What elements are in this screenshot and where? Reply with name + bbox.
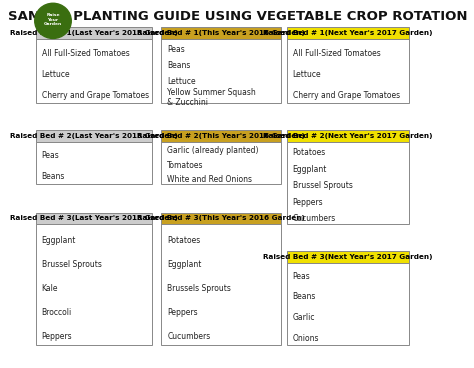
Text: Raised Bed # 3(This Year's 2016 Garden): Raised Bed # 3(This Year's 2016 Garden) <box>137 215 305 222</box>
Text: Raised Bed # 2(This Year's 2016 Garden): Raised Bed # 2(This Year's 2016 Garden) <box>137 133 305 139</box>
Text: Raised Bed # 2(Last Year's 2015 Garden): Raised Bed # 2(Last Year's 2015 Garden) <box>10 133 178 139</box>
FancyBboxPatch shape <box>162 28 281 39</box>
Text: Garlic (already planted): Garlic (already planted) <box>167 146 259 155</box>
Text: Peas: Peas <box>42 151 59 160</box>
Circle shape <box>35 3 71 38</box>
FancyBboxPatch shape <box>162 213 281 224</box>
FancyBboxPatch shape <box>287 142 409 224</box>
Text: Beans: Beans <box>292 292 316 301</box>
FancyBboxPatch shape <box>36 224 152 345</box>
Text: Raised Bed # 3(Next Year's 2017 Garden): Raised Bed # 3(Next Year's 2017 Garden) <box>263 254 433 260</box>
Text: Peppers: Peppers <box>167 308 198 317</box>
Text: Potatoes: Potatoes <box>167 236 201 245</box>
Text: Broccoli: Broccoli <box>42 308 72 317</box>
Text: Cherry and Grape Tomatoes: Cherry and Grape Tomatoes <box>292 91 400 100</box>
Text: Brussel Sprouts: Brussel Sprouts <box>42 260 101 269</box>
Text: All Full-Sized Tomatoes: All Full-Sized Tomatoes <box>42 49 129 57</box>
FancyBboxPatch shape <box>287 130 409 142</box>
Text: Eggplant: Eggplant <box>292 164 327 174</box>
FancyBboxPatch shape <box>162 224 281 345</box>
Text: Potatoes: Potatoes <box>292 148 326 157</box>
Text: Garlic: Garlic <box>292 313 315 322</box>
FancyBboxPatch shape <box>287 28 409 39</box>
FancyBboxPatch shape <box>36 28 152 39</box>
Text: Peppers: Peppers <box>292 198 323 206</box>
Text: Raised Bed # 2(Next Year's 2017 Garden): Raised Bed # 2(Next Year's 2017 Garden) <box>263 133 433 139</box>
Text: Peas: Peas <box>167 45 185 54</box>
Text: Cucumbers: Cucumbers <box>292 214 336 223</box>
Text: White and Red Onions: White and Red Onions <box>167 174 252 184</box>
Text: Raised Bed # 1(This Year's 2016 Garden): Raised Bed # 1(This Year's 2016 Garden) <box>137 30 305 36</box>
FancyBboxPatch shape <box>162 39 281 103</box>
Text: All Full-Sized Tomatoes: All Full-Sized Tomatoes <box>292 49 381 57</box>
Text: Onions: Onions <box>292 333 319 343</box>
Text: Raised Bed # 3(Last Year's 2015 Garden): Raised Bed # 3(Last Year's 2015 Garden) <box>10 215 178 222</box>
Text: Raise
Your
Garden: Raise Your Garden <box>44 13 62 26</box>
Text: Raised Bed # 1(Next Year's 2017 Garden): Raised Bed # 1(Next Year's 2017 Garden) <box>263 30 433 36</box>
FancyBboxPatch shape <box>287 263 409 345</box>
Text: Brussels Sprouts: Brussels Sprouts <box>167 284 231 293</box>
Text: Tomatoes: Tomatoes <box>167 160 204 170</box>
FancyBboxPatch shape <box>162 142 281 184</box>
Text: Lettuce: Lettuce <box>167 77 196 86</box>
Text: Lettuce: Lettuce <box>292 70 321 79</box>
Text: Eggplant: Eggplant <box>42 236 76 245</box>
Text: Cucumbers: Cucumbers <box>167 332 210 342</box>
Text: Peppers: Peppers <box>42 332 72 342</box>
FancyBboxPatch shape <box>162 130 281 142</box>
FancyBboxPatch shape <box>287 251 409 263</box>
Text: Raised Bed # 1(Last Year's 2015 Garden): Raised Bed # 1(Last Year's 2015 Garden) <box>10 30 178 36</box>
FancyBboxPatch shape <box>287 39 409 103</box>
FancyBboxPatch shape <box>36 130 152 142</box>
Text: Brussel Sprouts: Brussel Sprouts <box>292 181 353 190</box>
Text: Yellow Summer Squash
& Zucchini: Yellow Summer Squash & Zucchini <box>167 88 256 107</box>
Text: Peas: Peas <box>292 272 310 281</box>
FancyBboxPatch shape <box>36 213 152 224</box>
FancyBboxPatch shape <box>36 39 152 103</box>
Text: SAMPLE PLANTING GUIDE USING VEGETABLE CROP ROTATION: SAMPLE PLANTING GUIDE USING VEGETABLE CR… <box>8 10 467 23</box>
Text: Beans: Beans <box>42 172 65 181</box>
FancyBboxPatch shape <box>36 142 152 184</box>
Text: Cherry and Grape Tomatoes: Cherry and Grape Tomatoes <box>42 91 149 100</box>
Text: Kale: Kale <box>42 284 58 293</box>
Text: Eggplant: Eggplant <box>167 260 201 269</box>
Text: Beans: Beans <box>167 61 191 70</box>
Text: Lettuce: Lettuce <box>42 70 70 79</box>
